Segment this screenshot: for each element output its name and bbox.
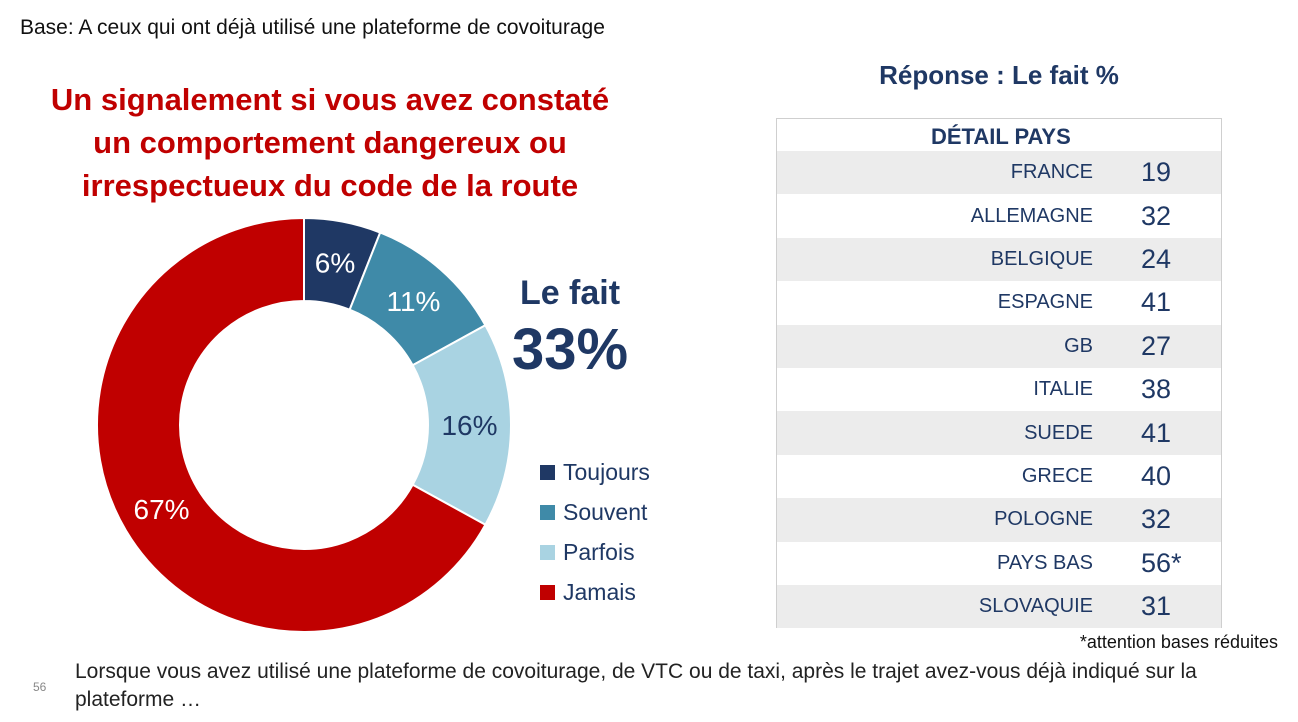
country-value: 41	[1141, 287, 1172, 318]
country-name: ALLEMAGNE	[970, 204, 1093, 227]
donut-label-souvent: 11%	[386, 286, 440, 317]
country-name: ITALIE	[1033, 378, 1093, 401]
country-name: FRANCE	[1010, 161, 1093, 184]
table-row: ALLEMAGNE 32	[777, 194, 1221, 237]
chart-legend: Toujours Souvent Parfois Jamais	[540, 452, 650, 612]
legend-item-jamais: Jamais	[540, 572, 650, 612]
table-row: POLOGNE 32	[777, 498, 1221, 542]
table-row: SLOVAQUIE 31	[777, 584, 1221, 629]
question-text: Lorsque vous avez utilisé une plateforme…	[75, 660, 1197, 711]
le-fait-value: 33%	[511, 317, 629, 382]
country-value: 40	[1141, 460, 1172, 491]
country-value: 27	[1141, 330, 1172, 361]
le-fait-label: Le fait	[519, 274, 621, 312]
donut-slice-jamais	[96, 216, 487, 633]
title-line-3: irrespectueux du code de la route	[81, 168, 579, 203]
legend-swatch-jamais	[540, 584, 555, 600]
country-value: 19	[1141, 157, 1172, 188]
country-value: 41	[1141, 417, 1172, 448]
base-text: Base: A ceux qui ont déjà utilisé une pl…	[20, 16, 605, 39]
page-number: 56	[33, 680, 47, 694]
country-value: 32	[1141, 504, 1172, 535]
donut-label-parfois: 16%	[441, 410, 497, 441]
title-line-1: Un signalement si vous avez constaté	[50, 82, 610, 117]
country-name: GRECE	[1021, 464, 1093, 487]
country-name: SUEDE	[1024, 421, 1093, 444]
country-value: 32	[1141, 200, 1172, 231]
table-row: SUEDE 41	[777, 411, 1221, 455]
country-name: BELGIQUE	[990, 247, 1093, 270]
country-value: 31	[1141, 591, 1172, 622]
legend-item-toujours: Toujours	[540, 452, 650, 492]
table-row: GRECE 40	[777, 455, 1221, 498]
table-header: DÉTAIL PAYS	[931, 124, 1071, 149]
country-name: ESPAGNE	[997, 291, 1093, 314]
country-value: 24	[1141, 243, 1172, 274]
legend-label-souvent: Souvent	[563, 498, 648, 525]
donut-chart: 6% 11% 16% 67%	[96, 216, 512, 633]
table-row: PAYS BAS 56*	[777, 542, 1221, 585]
country-name: PAYS BAS	[997, 551, 1093, 574]
title-line-2: un comportement dangereux ou	[93, 125, 567, 160]
country-value: 38	[1141, 374, 1172, 405]
table-row: GB 27	[777, 324, 1221, 368]
legend-label-jamais: Jamais	[563, 578, 636, 605]
legend-swatch-parfois	[540, 544, 555, 560]
donut-label-jamais: 67%	[134, 494, 190, 525]
le-fait-summary: Le fait 33%	[500, 270, 640, 384]
legend-label-parfois: Parfois	[563, 538, 635, 565]
country-table: DÉTAIL PAYS FRANCE 19 ALLEMAGNE 32 BELGIQUE 2…	[776, 118, 1222, 629]
country-name: SLOVAQUIE	[978, 595, 1093, 618]
country-name: POLOGNE	[994, 508, 1093, 531]
legend-item-parfois: Parfois	[540, 532, 650, 572]
footnote: *attention bases réduites	[1079, 632, 1278, 652]
donut-label-toujours: 6%	[315, 247, 355, 278]
legend-swatch-toujours	[540, 464, 555, 480]
legend-swatch-souvent	[540, 504, 555, 520]
table-row: FRANCE 19	[777, 151, 1221, 195]
table-row: ITALIE 38	[777, 368, 1221, 411]
table-title: Réponse : Le fait %	[879, 60, 1119, 90]
table-body: FRANCE 19 ALLEMAGNE 32 BELGIQUE 24 ESPAGNE 41 GB…	[777, 151, 1221, 629]
legend-label-toujours: Toujours	[563, 458, 650, 485]
legend-item-souvent: Souvent	[540, 492, 650, 532]
country-name: GB	[1064, 334, 1093, 357]
country-value: 56*	[1141, 547, 1182, 578]
table-row: ESPAGNE 41	[777, 281, 1221, 324]
chart-title: Un signalement si vous avez constaté un …	[20, 78, 640, 207]
table-row: BELGIQUE 24	[777, 237, 1221, 282]
